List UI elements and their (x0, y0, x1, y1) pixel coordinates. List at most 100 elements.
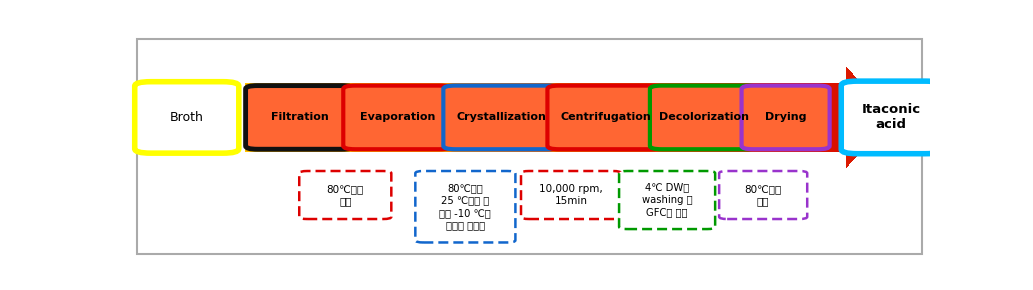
Bar (392, 83, 395, 152)
Bar (639, 83, 643, 152)
Bar (247, 83, 250, 152)
Bar (686, 83, 688, 152)
Bar (656, 83, 658, 152)
FancyBboxPatch shape (719, 171, 807, 219)
Bar (545, 83, 549, 152)
Bar (371, 83, 374, 152)
Bar (471, 83, 474, 152)
Bar (808, 83, 811, 152)
Bar (688, 83, 690, 152)
Bar (755, 83, 758, 152)
Bar (424, 83, 427, 152)
FancyBboxPatch shape (742, 86, 829, 149)
Bar (283, 83, 286, 152)
Bar (505, 83, 508, 152)
FancyBboxPatch shape (841, 81, 941, 154)
Bar (759, 83, 762, 152)
Bar (661, 83, 664, 152)
Bar (800, 83, 803, 152)
Bar (481, 83, 484, 152)
Bar (635, 83, 638, 152)
Bar (746, 83, 748, 152)
Bar (385, 83, 388, 152)
Bar (403, 83, 406, 152)
Bar (667, 83, 670, 152)
Bar (812, 83, 814, 152)
Bar (844, 83, 846, 152)
Bar (311, 83, 314, 152)
Text: 10,000 rpm,
15min: 10,000 rpm, 15min (539, 184, 603, 206)
Bar (434, 83, 436, 152)
Bar (684, 83, 686, 152)
Bar (722, 83, 724, 152)
Bar (415, 83, 418, 152)
Bar (682, 83, 684, 152)
Bar (379, 83, 382, 152)
Bar (652, 83, 654, 152)
Bar (477, 83, 480, 152)
Bar (377, 83, 380, 152)
Bar (411, 83, 414, 152)
Bar (530, 83, 532, 152)
Bar (327, 83, 331, 152)
Bar (513, 83, 516, 152)
Bar (744, 83, 747, 152)
Bar (417, 83, 420, 152)
Bar (496, 83, 498, 152)
Bar (507, 83, 510, 152)
Bar (488, 83, 491, 152)
FancyBboxPatch shape (443, 86, 560, 149)
Bar (263, 83, 267, 152)
Bar (364, 83, 366, 152)
Bar (618, 83, 620, 152)
Text: 4℃ DW로
washing 및
GFC로 필터: 4℃ DW로 washing 및 GFC로 필터 (641, 183, 692, 218)
Bar (595, 83, 598, 152)
Bar (582, 83, 585, 152)
Bar (337, 83, 340, 152)
Bar (259, 83, 262, 152)
Bar (321, 83, 324, 152)
Bar (494, 83, 496, 152)
Bar (650, 83, 652, 152)
Bar (612, 83, 615, 152)
Bar (428, 83, 430, 152)
Bar (754, 83, 756, 152)
Bar (765, 83, 769, 152)
Bar (725, 83, 728, 152)
Bar (486, 83, 489, 152)
Bar (357, 83, 361, 152)
Bar (791, 83, 794, 152)
Bar (552, 83, 555, 152)
Bar (277, 83, 280, 152)
Bar (359, 83, 363, 152)
Bar (708, 83, 711, 152)
Bar (802, 83, 805, 152)
Bar (627, 83, 630, 152)
Bar (458, 83, 460, 152)
FancyBboxPatch shape (134, 82, 239, 153)
Bar (697, 83, 700, 152)
Bar (249, 83, 252, 152)
Bar (825, 83, 828, 152)
Bar (772, 83, 775, 152)
Bar (421, 83, 425, 152)
Bar (550, 83, 553, 152)
Bar (456, 83, 459, 152)
Bar (695, 83, 698, 152)
Bar (307, 83, 310, 152)
Bar (445, 83, 448, 152)
Bar (804, 83, 807, 152)
Bar (533, 83, 536, 152)
Bar (257, 83, 260, 152)
Bar (778, 83, 780, 152)
Bar (712, 83, 715, 152)
Bar (285, 83, 288, 152)
Bar (680, 83, 683, 152)
FancyBboxPatch shape (547, 86, 663, 149)
Text: Broth: Broth (169, 111, 204, 124)
Bar (671, 83, 675, 152)
Bar (676, 83, 679, 152)
Bar (810, 83, 812, 152)
Bar (763, 83, 766, 152)
Bar (419, 83, 422, 152)
